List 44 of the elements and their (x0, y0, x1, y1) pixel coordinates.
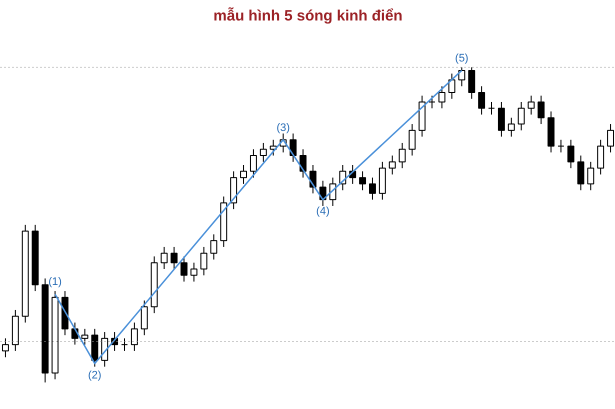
chart-title: mẫu hình 5 sóng kinh điển (213, 6, 403, 24)
candlestick (359, 170, 366, 191)
candlestick (101, 332, 108, 368)
annotation: (1) (48, 276, 62, 288)
candlestick (250, 148, 257, 178)
candlestick (428, 95, 436, 109)
candlestick (81, 328, 88, 346)
candlestick (180, 256, 188, 282)
candlestick (438, 86, 446, 109)
annotation: (4) (316, 206, 330, 218)
candlestick (369, 177, 376, 200)
candlestick (408, 124, 416, 156)
candlestick (518, 101, 525, 131)
candlestick (567, 139, 574, 169)
candlestick (130, 322, 138, 352)
candlestick (468, 66, 476, 100)
candlestick (140, 300, 148, 336)
candlestick (190, 262, 198, 282)
candlestick (200, 246, 208, 276)
candlestick (121, 338, 128, 352)
candlestick (240, 164, 247, 184)
candlestick (300, 148, 307, 178)
candlestick (170, 246, 178, 270)
candlestick (577, 155, 584, 191)
candlestick (538, 95, 545, 125)
candlestick (478, 86, 486, 116)
candlestick (607, 124, 614, 153)
candlestick (2, 338, 9, 358)
candlestick (260, 142, 267, 162)
candlestick (498, 101, 505, 138)
candlestick (528, 95, 535, 116)
candlestick (210, 234, 218, 260)
annotation: (3) (276, 122, 290, 134)
candlestick (160, 246, 168, 270)
candlestick (597, 139, 604, 175)
candlestick (388, 155, 396, 175)
annotation: (2) (88, 370, 102, 382)
candlestick (508, 117, 515, 138)
text: (5) (455, 52, 468, 64)
candlestick (398, 142, 406, 169)
candlestick (557, 139, 564, 153)
candlestick (448, 73, 456, 100)
candlestick (587, 161, 594, 191)
candlestick (488, 101, 495, 116)
